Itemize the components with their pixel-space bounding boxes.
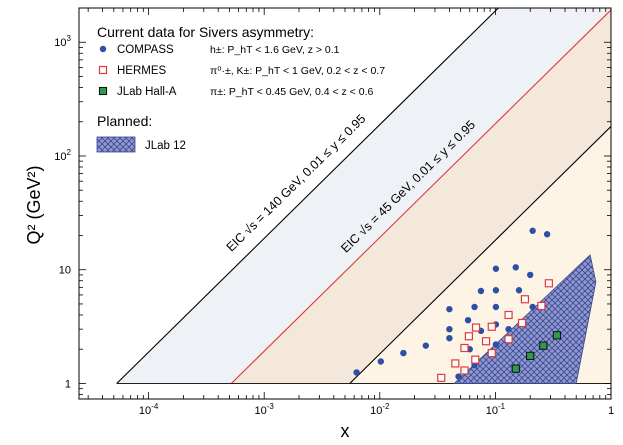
data-point <box>422 342 430 349</box>
legend-condition: π⁰·±, K±: P_hT < 1 GeV, 0.2 < z < 0.7 <box>210 65 385 77</box>
y-tick-label: 102 <box>54 148 71 163</box>
data-point <box>544 279 553 288</box>
data-point <box>537 301 546 311</box>
data-point <box>543 231 551 238</box>
data-point <box>504 310 513 320</box>
series-jlab-hall-a <box>511 331 561 373</box>
x-tick-label: 10-1 <box>486 402 506 417</box>
x-tick-label: 1 <box>608 405 614 417</box>
data-point <box>464 316 472 324</box>
data-point <box>529 303 536 311</box>
legend-marker <box>98 65 108 75</box>
x-axis: 10-4 10-3 10-2 10-1 1 <box>87 8 614 417</box>
data-point <box>477 287 485 295</box>
x-tick-label: 10-3 <box>255 402 275 417</box>
data-point <box>529 227 536 234</box>
x-tick-label: 10-4 <box>139 402 159 417</box>
data-point <box>511 364 520 373</box>
band-line-1 <box>116 8 500 384</box>
y-tick-label: 103 <box>54 34 71 49</box>
data-point <box>505 325 512 333</box>
legend: Current data for Sivers asymmetry: Plann… <box>96 24 385 153</box>
legend-marker <box>98 86 108 96</box>
data-point <box>460 343 469 353</box>
y-tick-label: 1 <box>65 378 71 390</box>
band-line-3 <box>349 125 611 384</box>
data-point <box>517 318 527 328</box>
data-point <box>492 303 500 311</box>
data-point <box>353 369 360 376</box>
data-point <box>526 271 534 279</box>
legend-label: JLab Hall-A <box>117 86 177 98</box>
legend-title: Current data for Sivers asymmetry: <box>97 24 314 40</box>
legend-planned-swatch <box>96 136 136 153</box>
legend-label: COMPASS <box>117 44 174 56</box>
data-point <box>471 303 478 311</box>
data-point <box>552 331 561 340</box>
data-point <box>492 287 500 294</box>
data-point <box>464 332 474 341</box>
x-axis-title: x <box>341 421 350 441</box>
data-point <box>471 355 480 364</box>
series-hermes <box>437 279 553 382</box>
y-axis: 1 10 102 103 <box>54 7 611 395</box>
data-point <box>446 325 453 333</box>
data-point <box>492 341 500 348</box>
data-point <box>492 265 500 272</box>
data-point <box>400 349 407 357</box>
data-point <box>504 335 513 344</box>
data-point <box>446 334 453 342</box>
planned-title: Planned: <box>97 113 152 129</box>
data-point <box>487 348 496 358</box>
data-point <box>515 287 523 294</box>
legend-marker <box>99 45 107 53</box>
data-point <box>471 323 481 332</box>
data-point <box>377 358 384 365</box>
data-point <box>455 373 462 380</box>
data-points <box>353 227 561 382</box>
data-point <box>481 337 491 346</box>
legend-planned-label: JLab 12 <box>145 140 186 152</box>
legend-label: HERMES <box>117 65 167 77</box>
band-line-2 <box>230 9 611 384</box>
data-point <box>539 341 548 350</box>
band-region-1 <box>116 8 611 384</box>
x-tick-label: 10-2 <box>370 402 390 417</box>
data-point <box>451 359 460 368</box>
data-point <box>487 322 496 331</box>
data-point <box>520 295 530 304</box>
data-point <box>446 305 453 313</box>
series-compass <box>353 227 551 380</box>
legend-condition: π±: P_hT < 0.45 GeV, 0.4 < z < 0.6 <box>210 86 373 98</box>
data-point <box>526 351 535 360</box>
data-point <box>512 264 519 271</box>
y-tick-label: 10 <box>59 265 71 277</box>
y-axis-title: Q² (GeV²) <box>24 166 44 245</box>
data-point <box>460 366 469 375</box>
data-point <box>437 373 446 382</box>
legend-condition: h±: P_hT < 1.6 GeV, z > 0.1 <box>210 44 340 56</box>
